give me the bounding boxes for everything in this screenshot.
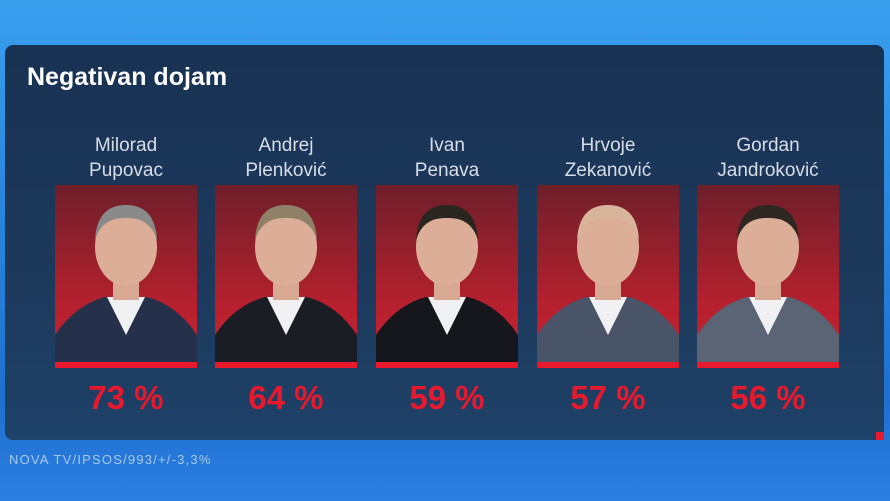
poll-panel: Negativan dojam Milorad Pupovac 73 % Andre… xyxy=(5,45,884,440)
value-bar xyxy=(697,362,839,368)
candidate-name: Andrej Plenković xyxy=(195,133,377,183)
candidate-card: Gordan Jandroković 56 % xyxy=(697,45,839,440)
candidate-card: Andrej Plenković 64 % xyxy=(215,45,357,440)
first-name: Gordan xyxy=(736,135,800,156)
value-bar xyxy=(55,362,197,368)
value-bar xyxy=(537,362,679,368)
candidate-name: Gordan Jandroković xyxy=(677,133,859,183)
last-name: Jandroković xyxy=(717,160,819,181)
candidate-name: Hrvoje Zekanović xyxy=(517,133,699,183)
candidate-photo xyxy=(697,185,839,362)
value-label: 56 % xyxy=(730,379,806,416)
candidate-photo xyxy=(537,185,679,362)
last-name: Pupovac xyxy=(89,160,163,181)
candidate-card: Hrvoje Zekanović 57 % xyxy=(537,45,679,440)
source-caption: NOVA TV/IPSOS/993/+/-3,3% xyxy=(9,452,212,467)
value-label: 57 % xyxy=(570,379,646,416)
first-name: Ivan xyxy=(429,135,465,156)
last-name: Penava xyxy=(414,160,480,181)
value-label: 73 % xyxy=(88,379,164,416)
candidate-name: Ivan Penava xyxy=(356,133,538,183)
value-bar xyxy=(215,362,357,368)
value-label: 64 % xyxy=(248,379,324,416)
candidate-name: Milorad Pupovac xyxy=(35,133,217,183)
value-label: 59 % xyxy=(409,379,485,416)
candidate-card: Milorad Pupovac 73 % xyxy=(55,45,197,440)
candidate-photo xyxy=(376,185,518,362)
first-name: Hrvoje xyxy=(580,135,636,156)
first-name: Andrej xyxy=(258,135,314,156)
candidate-photo xyxy=(215,185,357,362)
candidate-card: Ivan Penava 59 % xyxy=(376,45,518,440)
chart-title: Negativan dojam xyxy=(27,63,228,91)
value-bar xyxy=(376,362,518,368)
first-name: Milorad xyxy=(94,135,158,156)
corner-accent xyxy=(876,432,884,440)
candidate-photo xyxy=(55,185,197,362)
last-name: Plenković xyxy=(245,160,327,181)
last-name: Zekanović xyxy=(564,160,652,181)
